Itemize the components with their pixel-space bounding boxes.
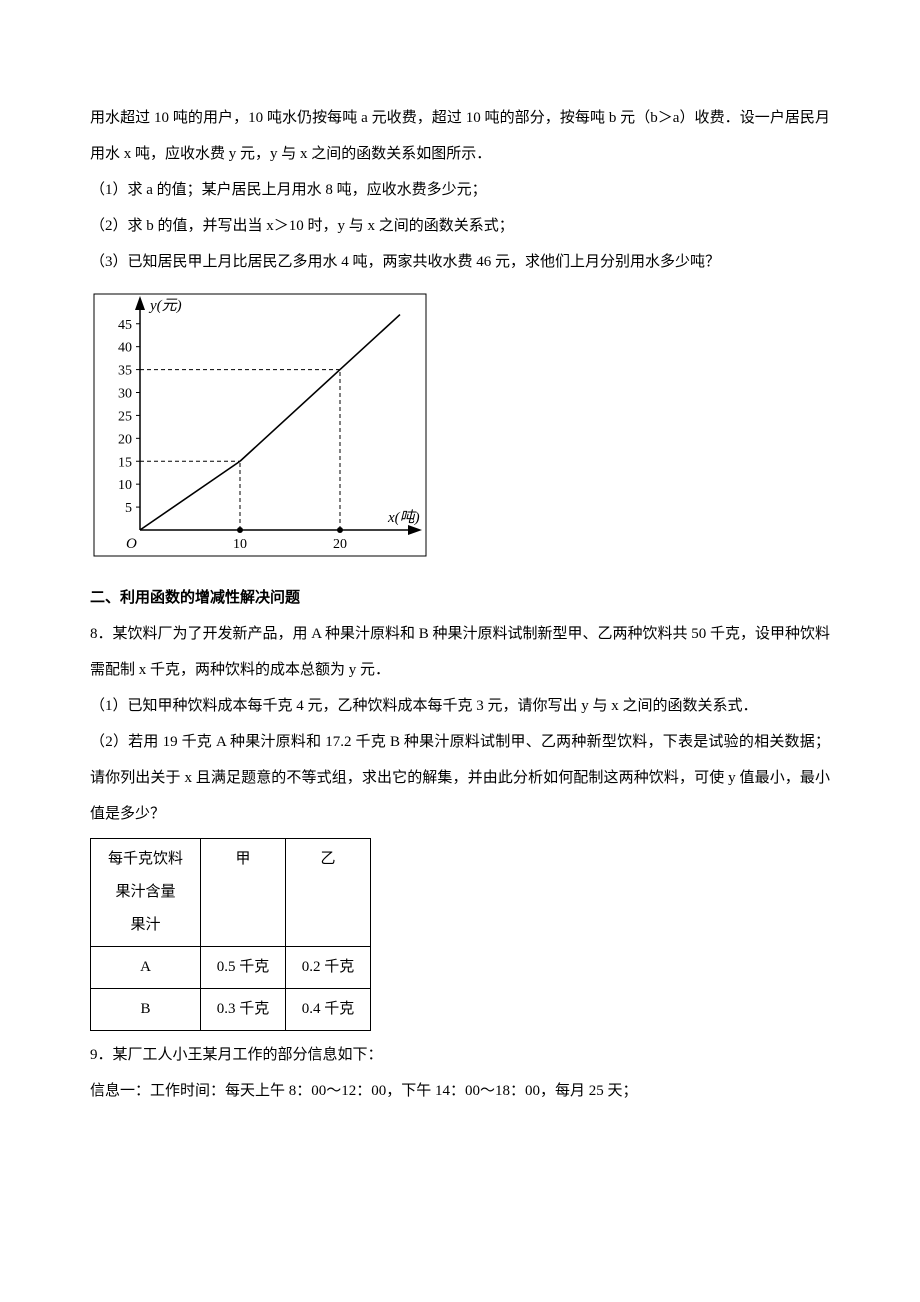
svg-text:40: 40 (118, 341, 132, 356)
table-row: B 0.3 千克 0.4 千克 (91, 989, 371, 1031)
problem-9-intro: 9．某厂工人小王某月工作的部分信息如下： (90, 1037, 830, 1073)
svg-text:45: 45 (118, 318, 132, 333)
svg-text:30: 30 (118, 387, 132, 402)
table-cell: 0.5 千克 (201, 947, 286, 989)
table-cell: A (91, 947, 201, 989)
section-heading-2: 二、利用函数的增减性解决问题 (90, 580, 830, 616)
question-1: （1）求 a 的值；某户居民上月用水 8 吨，应收水费多少元； (90, 172, 830, 208)
table-row: 每千克饮料 果汁含量 果汁 甲 乙 (91, 839, 371, 947)
juice-table: 每千克饮料 果汁含量 果汁 甲 乙 A 0.5 千克 0.2 千克 B 0.3 … (90, 838, 371, 1031)
chart-svg: 5 10 15 20 25 30 35 40 45 10 20 Oy(元) x(吨) (90, 290, 430, 560)
svg-text:5: 5 (125, 501, 132, 516)
water-fee-chart: 5 10 15 20 25 30 35 40 45 10 20 Oy(元) x(吨) (90, 290, 830, 560)
svg-text:35: 35 (118, 364, 132, 379)
paragraph-intro: 用水超过 10 吨的用户，10 吨水仍按每吨 a 元收费，超过 10 吨的部分，… (90, 100, 830, 172)
table-cell: 0.2 千克 (286, 947, 371, 989)
svg-text:15: 15 (118, 455, 132, 470)
svg-text:O: O (126, 536, 137, 552)
table-header-left: 每千克饮料 果汁含量 果汁 (91, 839, 201, 947)
table-row: A 0.5 千克 0.2 千克 (91, 947, 371, 989)
svg-text:x(吨): x(吨) (387, 509, 420, 526)
table-header-yi: 乙 (286, 839, 371, 947)
table-cell: 0.3 千克 (201, 989, 286, 1031)
problem-8-q1: （1）已知甲种饮料成本每千克 4 元，乙种饮料成本每千克 3 元，请你写出 y … (90, 688, 830, 724)
problem-9-info1: 信息一：工作时间：每天上午 8：00～12：00，下午 14：00～18：00，… (90, 1073, 830, 1109)
table-cell: B (91, 989, 201, 1031)
question-2: （2）求 b 的值，并写出当 x＞10 时，y 与 x 之间的函数关系式； (90, 208, 830, 244)
problem-8-q2: （2）若用 19 千克 A 种果汁原料和 17.2 千克 B 种果汁原料试制甲、… (90, 724, 830, 832)
problem-8-intro: 8．某饮料厂为了开发新产品，用 A 种果汁原料和 B 种果汁原料试制新型甲、乙两… (90, 616, 830, 688)
svg-text:20: 20 (333, 537, 347, 552)
svg-text:y(元): y(元) (148, 298, 182, 314)
svg-text:10: 10 (118, 478, 132, 493)
table-cell: 0.4 千克 (286, 989, 371, 1031)
table-header-jia: 甲 (201, 839, 286, 947)
question-3: （3）已知居民甲上月比居民乙多用水 4 吨，两家共收水费 46 元，求他们上月分… (90, 244, 830, 280)
svg-text:25: 25 (118, 409, 132, 424)
svg-text:20: 20 (118, 432, 132, 447)
svg-text:10: 10 (233, 537, 247, 552)
